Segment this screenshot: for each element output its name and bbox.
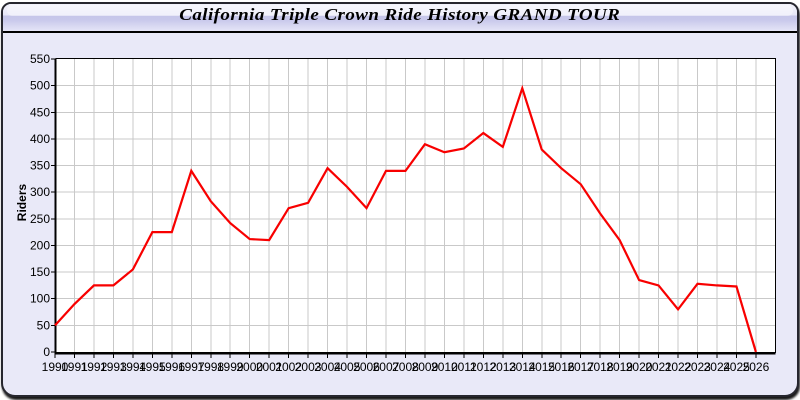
svg-text:2022: 2022 xyxy=(665,360,692,374)
svg-text:2003: 2003 xyxy=(295,360,322,374)
svg-text:1993: 1993 xyxy=(100,360,127,374)
svg-text:2017: 2017 xyxy=(567,360,594,374)
svg-text:2015: 2015 xyxy=(528,360,555,374)
svg-text:2002: 2002 xyxy=(275,360,302,374)
svg-text:2009: 2009 xyxy=(412,360,439,374)
svg-text:2019: 2019 xyxy=(606,360,633,374)
svg-text:2006: 2006 xyxy=(353,360,380,374)
svg-text:Riders: Riders xyxy=(15,184,29,222)
svg-text:300: 300 xyxy=(30,185,50,199)
svg-text:2025: 2025 xyxy=(723,360,750,374)
svg-text:2018: 2018 xyxy=(587,360,614,374)
svg-text:250: 250 xyxy=(30,212,50,226)
svg-text:1994: 1994 xyxy=(120,360,147,374)
svg-text:2021: 2021 xyxy=(645,360,672,374)
svg-text:2020: 2020 xyxy=(626,360,653,374)
svg-text:2010: 2010 xyxy=(431,360,458,374)
svg-text:1999: 1999 xyxy=(217,360,244,374)
svg-text:2004: 2004 xyxy=(314,360,341,374)
svg-text:2014: 2014 xyxy=(509,360,536,374)
svg-text:350: 350 xyxy=(30,159,50,173)
svg-text:2005: 2005 xyxy=(334,360,361,374)
svg-text:2013: 2013 xyxy=(489,360,516,374)
svg-text:550: 550 xyxy=(30,52,50,66)
svg-text:50: 50 xyxy=(37,318,51,332)
svg-text:2011: 2011 xyxy=(451,360,477,374)
svg-text:2024: 2024 xyxy=(704,360,731,374)
svg-text:2012: 2012 xyxy=(470,360,497,374)
svg-text:1990: 1990 xyxy=(42,360,69,374)
svg-text:2001: 2001 xyxy=(256,360,283,374)
svg-text:450: 450 xyxy=(30,105,50,119)
svg-text:1991: 1991 xyxy=(61,360,88,374)
svg-text:150: 150 xyxy=(30,265,50,279)
svg-text:1997: 1997 xyxy=(178,360,205,374)
svg-text:1996: 1996 xyxy=(158,360,185,374)
svg-text:1995: 1995 xyxy=(139,360,166,374)
svg-text:200: 200 xyxy=(30,238,50,252)
svg-text:400: 400 xyxy=(30,132,50,146)
svg-text:2008: 2008 xyxy=(392,360,419,374)
svg-text:2007: 2007 xyxy=(373,360,400,374)
svg-text:2016: 2016 xyxy=(548,360,575,374)
svg-text:2026: 2026 xyxy=(743,360,770,374)
svg-text:2000: 2000 xyxy=(236,360,263,374)
svg-text:100: 100 xyxy=(30,292,50,306)
svg-text:500: 500 xyxy=(30,79,50,93)
svg-text:2023: 2023 xyxy=(684,360,711,374)
svg-text:1992: 1992 xyxy=(81,360,108,374)
svg-text:0: 0 xyxy=(43,345,50,359)
svg-text:1998: 1998 xyxy=(197,360,224,374)
